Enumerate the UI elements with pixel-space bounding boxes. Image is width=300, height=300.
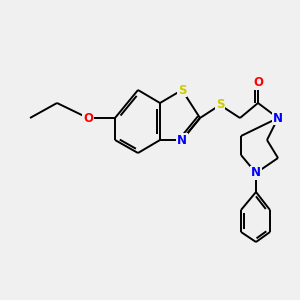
Text: N: N	[177, 134, 187, 146]
Text: O: O	[253, 76, 263, 89]
Text: N: N	[251, 167, 261, 179]
Text: N: N	[273, 112, 283, 124]
Text: S: S	[178, 83, 186, 97]
Text: S: S	[216, 98, 224, 112]
Text: O: O	[83, 112, 93, 124]
